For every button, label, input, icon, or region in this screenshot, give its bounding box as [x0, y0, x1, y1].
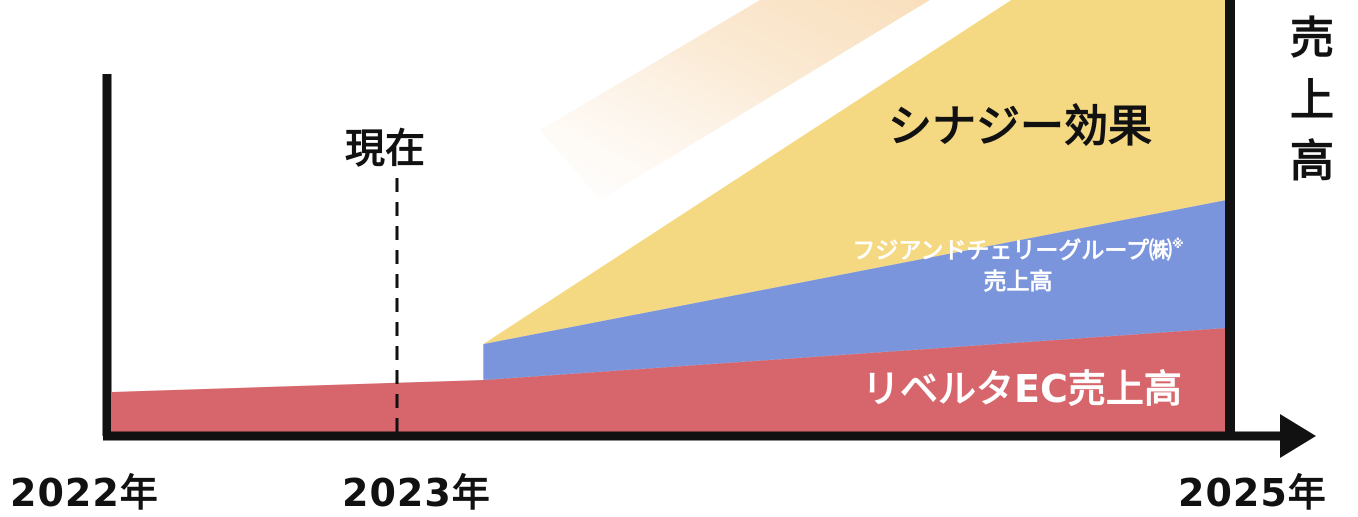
area-synergy [483, 0, 1226, 344]
area-fuji [483, 200, 1226, 380]
series-label-fuji-line2: 売上高 [983, 269, 1053, 296]
y-axis-label-char-3: 高 [1290, 136, 1334, 188]
series-label-fuji: フジアンドチェリーグループ㈱※ 売上高 [818, 236, 1218, 298]
series-label-revelta: リベルタEC売上高 [862, 367, 1182, 411]
x-tick-2022: 2022年 [10, 471, 159, 515]
series-areas [112, 0, 1226, 432]
x-axis-arrowhead [1280, 414, 1316, 458]
area-revelta [112, 328, 1226, 432]
y-axis-label: 売 上 高 [1286, 8, 1338, 193]
x-tick-2023: 2023年 [342, 471, 491, 515]
y-axis-label-char-2: 上 [1290, 74, 1334, 126]
y-axis-label-char-1: 売 [1290, 13, 1334, 64]
now-marker-label: 現在 [345, 126, 425, 172]
x-tick-2025: 2025年 [1178, 471, 1327, 515]
background-glow [540, 0, 930, 200]
footnote-mark: ※ [1172, 237, 1184, 251]
series-label-synergy: シナジー効果 [888, 101, 1152, 152]
series-label-fuji-line1: フジアンドチェリーグループ㈱ [852, 238, 1173, 264]
